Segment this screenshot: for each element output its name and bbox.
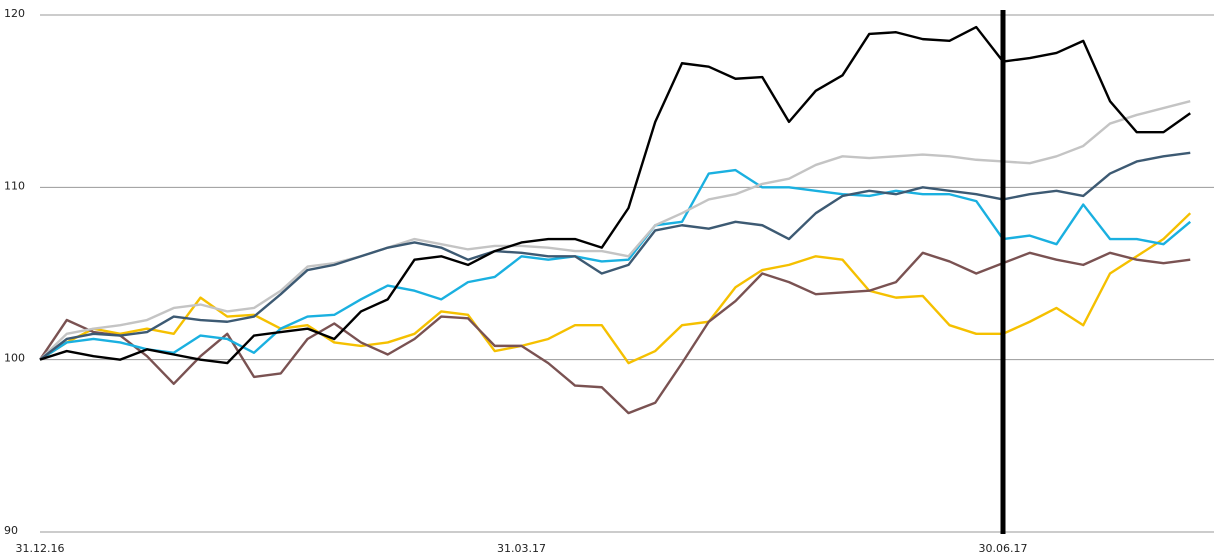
series-line: [39, 251, 1191, 415]
y-tick-label: 120: [4, 7, 25, 20]
labels: 90 100 110 120 31.12.16 31.03.17 30.06.17: [4, 7, 1027, 555]
x-tick-label: 30.06.17: [979, 542, 1028, 555]
y-tick-label: 90: [4, 524, 18, 537]
x-tick-label: 31.12.16: [16, 542, 65, 555]
x-tick-label: 31.03.17: [497, 542, 546, 555]
series-line: [39, 100, 1191, 361]
series-line: [39, 212, 1192, 365]
series-line: [39, 168, 1192, 361]
plot-area: [39, 25, 1192, 415]
y-tick-label: 100: [4, 352, 25, 365]
series-line: [39, 25, 1191, 365]
grid: [40, 14, 1214, 533]
series-line: [39, 151, 1191, 361]
y-tick-label: 110: [4, 179, 25, 192]
